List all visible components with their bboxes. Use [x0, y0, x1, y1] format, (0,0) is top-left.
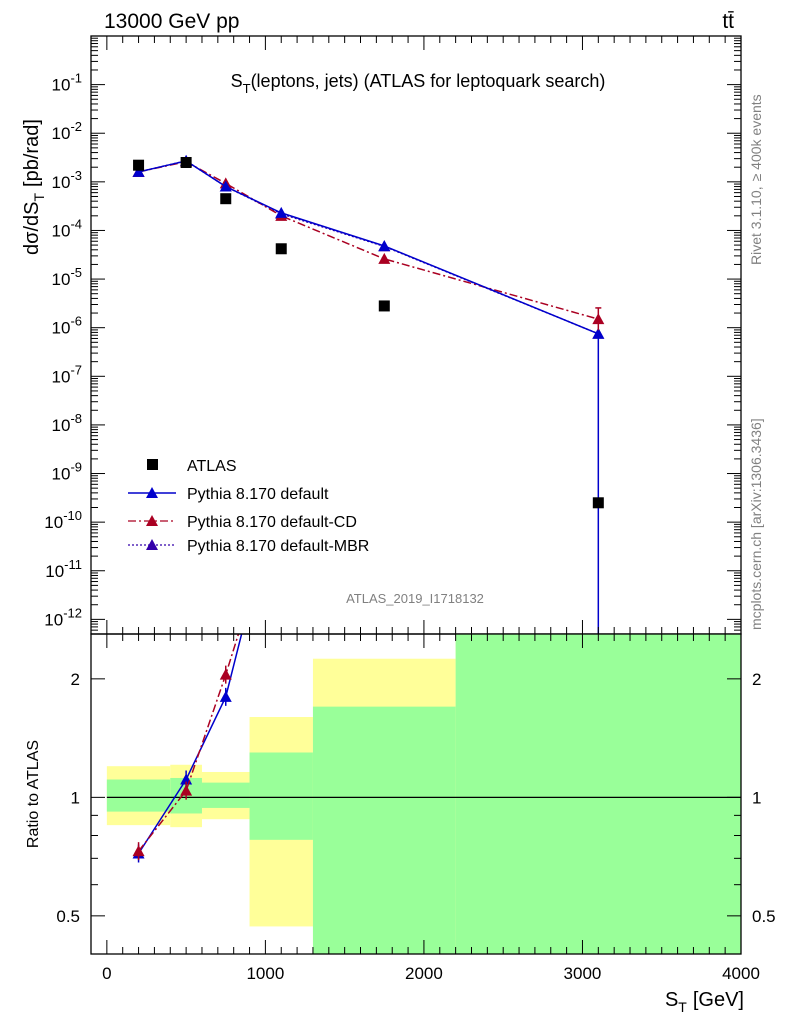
- ratio-x-tick-label: 3000: [564, 964, 602, 983]
- main-y-ticks: [91, 35, 742, 635]
- legend-label-mbr: Pythia 8.170 default-MBR: [187, 538, 369, 555]
- main-y-tick-label: 10-1: [52, 71, 82, 95]
- main-y-tick-label: 10-10: [44, 508, 82, 532]
- ratio-band-inner: [249, 752, 313, 840]
- header-energy-label: 13000 GeV pp: [104, 10, 239, 33]
- ratio-marker-cd: [132, 845, 145, 857]
- ratio-y-axis-label: Ratio to ATLAS: [25, 740, 42, 848]
- ratio-band-inner: [201, 782, 250, 808]
- marker-cd: [378, 252, 391, 264]
- main-panel: 10-12 10-11 10-10 10-9 10-8 10-7 10-6 10-5 10-4 1…: [21, 35, 742, 635]
- ratio-band-inner: [455, 634, 741, 954]
- ratio-data-layer: [106, 634, 741, 863]
- ratio-y-tick-label: 1: [71, 788, 80, 807]
- ratio-uncertainty-bands: [106, 634, 741, 954]
- legend-label-atlas: ATLAS: [187, 458, 237, 475]
- ratio-x-axis-label: ST [GeV]: [665, 989, 744, 1015]
- ratio-y-tick-label-right: 1: [752, 788, 761, 807]
- main-y-tick-label: 10-7: [52, 362, 82, 386]
- ratio-x-tick-label: 2000: [405, 964, 443, 983]
- ratio-marker-cd: [219, 668, 232, 680]
- ratio-y-tick-label-right: 2: [752, 670, 761, 689]
- main-y-tick-label: 10-4: [52, 216, 82, 240]
- legend-label-default: Pythia 8.170 default: [187, 486, 329, 503]
- marker-default: [275, 206, 288, 218]
- main-y-tick-label: 10-2: [52, 119, 82, 143]
- ratio-tick-labels: 0 1000 2000 3000 4000 0.5 0.5 1 1 2 2: [56, 670, 775, 983]
- ratio-panel-frame: [90, 633, 742, 955]
- main-y-tick-label: 10-11: [45, 557, 82, 581]
- series-line-cd: [138, 160, 599, 320]
- main-y-tick-label: 10-6: [52, 314, 82, 338]
- ratio-y-tick-label: 0.5: [56, 907, 80, 926]
- ratio-line-cd: [137, 634, 240, 852]
- marker-default: [219, 180, 232, 192]
- analysis-id-label: ATLAS_2019_I1718132: [346, 591, 484, 606]
- ratio-y-tick-label-right: 0.5: [752, 907, 776, 926]
- legend-marker-default: [146, 487, 158, 498]
- marker-atlas-data: [133, 159, 145, 171]
- main-y-tick-label: 10-8: [52, 411, 82, 435]
- main-y-tick-labels: 10-12 10-11 10-10 10-9 10-8 10-7 10-6 10-5 10-4 1…: [44, 71, 82, 630]
- ratio-panel: 0 1000 2000 3000 4000 0.5 0.5 1 1 2 2 Ratio to ATL…: [25, 633, 776, 1015]
- marker-atlas-data: [592, 497, 604, 509]
- legend: ATLAS Pythia 8.170 default Pythia 8.170 …: [128, 458, 369, 555]
- main-y-tick-label: 10-12: [44, 605, 82, 629]
- ratio-ticks: [90, 634, 742, 955]
- main-y-tick-label: 10-3: [52, 168, 82, 192]
- ratio-x-tick-label: 0: [102, 964, 111, 983]
- marker-atlas-data: [378, 300, 390, 312]
- header-process-label: tt̄: [722, 10, 734, 33]
- main-plot-title: ST(leptons, jets) (ATLAS for leptoquark …: [231, 71, 606, 96]
- mcplots-source-label: mcplots.cern.ch [arXiv:1306.3436]: [748, 418, 764, 630]
- ratio-band-inner: [312, 706, 456, 954]
- ratio-marker-cd: [180, 784, 193, 796]
- ratio-x-tick-label: 4000: [722, 964, 760, 983]
- main-y-tick-label: 10-9: [52, 460, 82, 484]
- legend-marker-cd: [146, 515, 158, 526]
- marker-default: [132, 165, 145, 177]
- ratio-x-tick-label: 1000: [246, 964, 284, 983]
- legend-marker-mbr: [146, 539, 158, 550]
- rivet-version-label: Rivet 3.1.10,≥ 400k events: [748, 94, 764, 265]
- legend-marker-atlas: [147, 459, 158, 470]
- ratio-marker-default: [219, 690, 232, 702]
- main-data-layer: [132, 154, 605, 634]
- marker-default: [592, 327, 605, 339]
- marker-atlas-data: [220, 193, 232, 205]
- ratio-y-tick-label: 2: [71, 670, 80, 689]
- series-line-default: [138, 160, 599, 335]
- marker-atlas-data: [275, 243, 287, 255]
- ratio-line-default: [137, 634, 243, 854]
- marker-default: [378, 239, 391, 251]
- main-y-tick-label: 10-5: [52, 265, 82, 289]
- ratio-band-inner: [106, 779, 171, 812]
- legend-label-cd: Pythia 8.170 default-CD: [187, 514, 357, 531]
- main-y-axis-label: dσ/dST[pb/rad]: [21, 119, 47, 255]
- marker-atlas-data: [180, 156, 192, 168]
